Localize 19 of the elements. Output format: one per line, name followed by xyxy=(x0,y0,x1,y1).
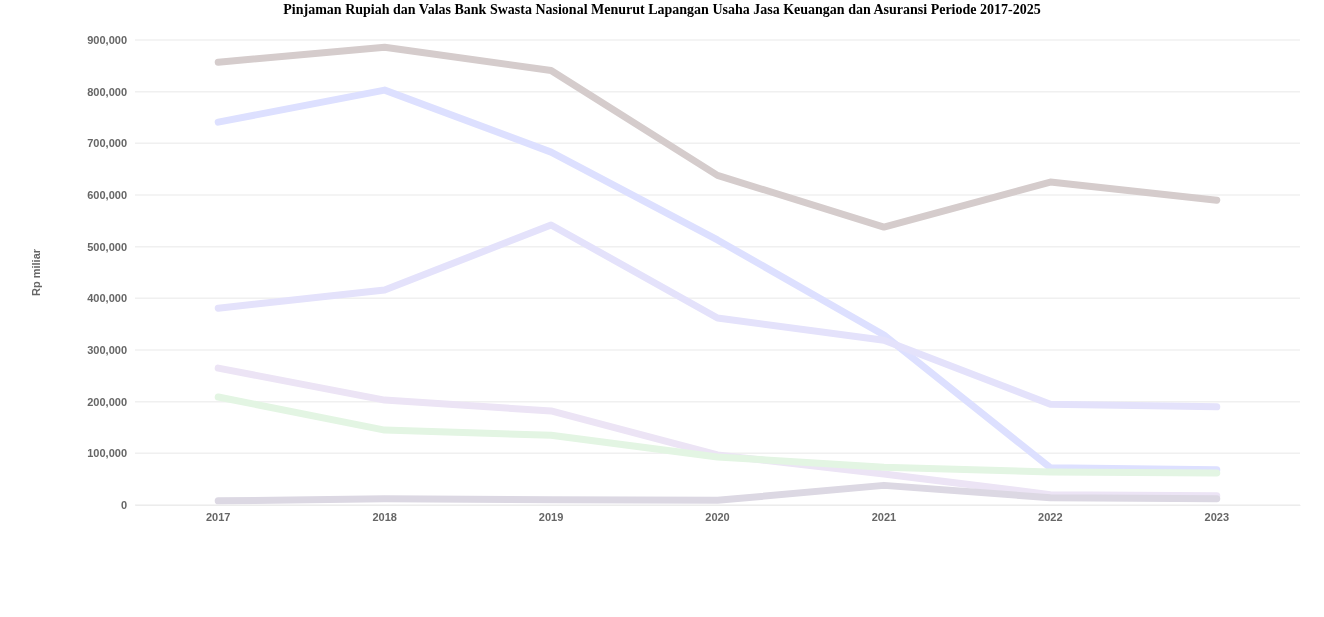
y-tick-label: 200,000 xyxy=(87,395,127,408)
chart-title: Pinjaman Rupiah dan Valas Bank Swasta Nasional Menurut Lapangan Usaha Jasa Keuangan dan Asuransi Periode 2017-2025 xyxy=(283,2,1041,17)
x-tick-label: 2022 xyxy=(1038,510,1063,523)
y-tick-label: 400,000 xyxy=(87,292,127,305)
y-tick-label: 600,000 xyxy=(87,189,127,202)
x-tick-label: 2017 xyxy=(205,510,231,523)
y-tick-label: 900,000 xyxy=(87,34,127,47)
x-tick-label: 2023 xyxy=(1204,510,1230,523)
y-tick-label: 700,000 xyxy=(87,137,127,150)
y-tick-label: 100,000 xyxy=(87,447,127,460)
y-axis-title: Rp miliar xyxy=(30,248,42,297)
x-tick-label: 2021 xyxy=(871,510,897,523)
x-tick-label: 2020 xyxy=(705,510,730,523)
y-tick-label: 800,000 xyxy=(87,85,127,98)
x-tick-label: 2018 xyxy=(372,510,397,523)
y-tick-label: 300,000 xyxy=(87,344,127,357)
y-tick-label: 0 xyxy=(120,499,127,512)
y-tick-label: 500,000 xyxy=(87,240,127,253)
x-tick-label: 2019 xyxy=(538,510,564,523)
